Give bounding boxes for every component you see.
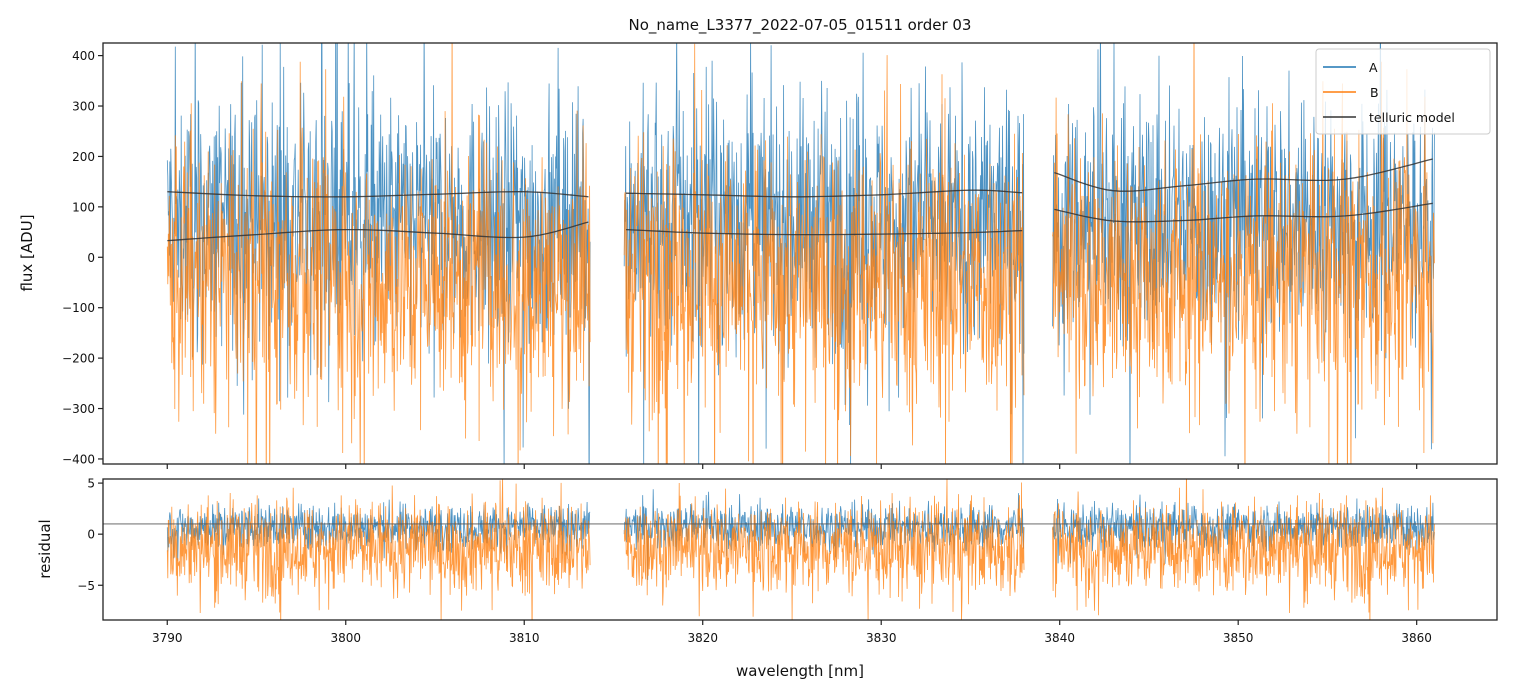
legend-label-b: B xyxy=(1370,85,1379,100)
x-tick-label: 3820 xyxy=(687,631,718,645)
residual-y-tick-label: −5 xyxy=(77,579,95,593)
residual-axis-label: residual xyxy=(36,519,54,578)
series-b-segment-1 xyxy=(166,43,591,464)
y-tick-label: −400 xyxy=(62,452,95,466)
x-tick-label: 3840 xyxy=(1044,631,1075,645)
y-tick-label: −100 xyxy=(62,301,95,315)
series-b-segment-3 xyxy=(1052,43,1435,464)
legend-box xyxy=(1315,48,1491,135)
telluric-model-curve-3 xyxy=(625,189,1023,198)
x-tick-label: 3860 xyxy=(1401,631,1432,645)
x-tick-label: 3800 xyxy=(330,631,361,645)
x-tick-label: 3790 xyxy=(152,631,183,645)
telluric-model-curve-4 xyxy=(625,228,1023,236)
telluric-model-curve-2 xyxy=(167,221,589,242)
x-axis-label: wavelength [nm] xyxy=(736,662,864,680)
residual-b-segment-1 xyxy=(166,479,591,620)
residual-b-segment-3 xyxy=(1052,479,1435,620)
series-a-segment-3 xyxy=(1052,43,1435,464)
residual-y-tick-label: 0 xyxy=(87,528,95,542)
legend-label-a: A xyxy=(1369,60,1378,75)
telluric-model-curve-5 xyxy=(1054,158,1433,192)
flux-axis-label: flux [ADU] xyxy=(18,214,36,291)
chart-title: No_name_L3377_2022-07-05_01511 order 03 xyxy=(629,16,972,35)
y-tick-label: 300 xyxy=(72,100,95,114)
telluric-model-curve-1 xyxy=(167,191,589,198)
x-tick-label: 3830 xyxy=(866,631,897,645)
telluric-model-curve-6 xyxy=(1054,202,1433,223)
flux-plot-ticks: 400 300 200 100 0 −100 −200 −300 −400 xyxy=(62,49,1418,469)
x-tick-label: 3850 xyxy=(1223,631,1254,645)
y-tick-label: 0 xyxy=(87,251,95,265)
residual-a-segment-3 xyxy=(1052,494,1435,564)
y-tick-label: 400 xyxy=(72,49,95,63)
flux-plot-data xyxy=(166,43,1435,464)
y-tick-label: −200 xyxy=(62,352,95,366)
y-tick-label: 200 xyxy=(72,150,95,164)
flux-plot-frame xyxy=(102,42,1498,465)
y-tick-label: −300 xyxy=(62,402,95,416)
series-b-segment-2 xyxy=(623,43,1025,464)
residual-plot-ticks: 5 0 −5 3790 3800 3810 3820 3830 3840 3850 3860 xyxy=(77,477,1432,645)
residual-b-segment-2 xyxy=(623,479,1025,620)
legend-label-telluric: telluric model xyxy=(1369,110,1455,125)
residual-y-tick-label: 5 xyxy=(87,477,95,491)
residual-plot-data xyxy=(103,479,1497,620)
residual-plot-frame xyxy=(102,478,1498,621)
x-tick-label: 3810 xyxy=(509,631,540,645)
y-tick-label: 100 xyxy=(72,200,95,214)
legend: A B telluric model xyxy=(1315,48,1491,135)
